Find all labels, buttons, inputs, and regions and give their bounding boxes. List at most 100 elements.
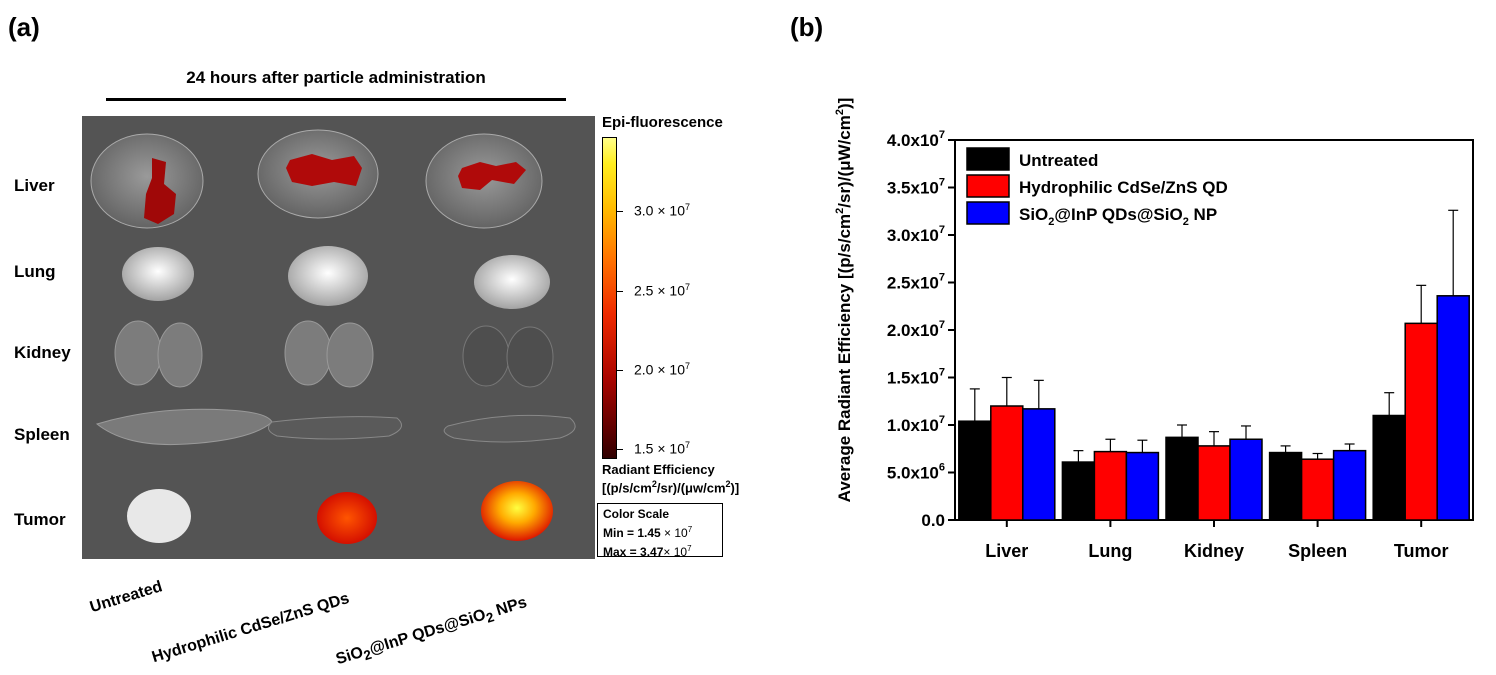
header-underline	[106, 98, 566, 101]
spleen-cdse	[267, 416, 402, 440]
colorbar-tick-mant: 2.0 × 10	[634, 361, 685, 378]
y-tick-label: 1.0x107	[887, 414, 945, 435]
y-tick-mant: 2.5x10	[887, 274, 939, 293]
y-tick-mant: 3.0x10	[887, 226, 939, 245]
y-tick-label: 1.5x107	[887, 367, 945, 388]
spleen-untreated	[95, 408, 273, 446]
group-label-untreated: Untreated	[88, 578, 165, 617]
lung-sio2	[474, 255, 550, 309]
x-tick-label: Tumor	[1394, 541, 1449, 561]
y-tick-mant: 5.0x10	[887, 464, 939, 483]
bar	[990, 405, 1024, 521]
y-tick-mant: 3.5x10	[887, 179, 939, 198]
bar	[1165, 436, 1199, 521]
bar-chart: 0.05.0x1061.0x1071.5x1072.0x1072.5x1073.…	[834, 98, 1474, 561]
colorbar-unit-sup2: 2	[725, 479, 731, 489]
bar	[1093, 450, 1128, 521]
bar	[1022, 408, 1056, 521]
legend-label-pre: Untreated	[1019, 151, 1098, 170]
group-label-sio2: SiO2@InP QDs@SiO2 NPs	[334, 594, 530, 671]
color-scale-max-mant: × 10	[663, 545, 688, 559]
colorbar-tick-label: 1.5 × 107	[634, 440, 690, 457]
y-tick-label: 0.0	[921, 511, 945, 530]
y-tick-label: 4.0x107	[887, 129, 945, 150]
bar	[1372, 414, 1406, 521]
kidney-sio2-right	[506, 326, 554, 388]
kidney-cdse-right	[326, 322, 374, 388]
color-scale-min: Min = 1.45 × 107	[603, 522, 717, 541]
y-axis-label-pre: Average Radiant Efficiency [(p/s/cm	[835, 214, 854, 502]
legend-swatch	[966, 174, 1010, 198]
bar	[1300, 458, 1335, 521]
colorbar-tick-mark	[616, 449, 623, 451]
tumor-untreated	[127, 489, 191, 543]
colorbar	[602, 137, 617, 459]
x-tick-label: Kidney	[1184, 541, 1244, 561]
legend-label-pre: SiO	[1019, 205, 1048, 224]
panel-a-header: 24 hours after particle administration	[186, 68, 486, 87]
colorbar-tick-exp: 7	[685, 202, 691, 213]
legend-label: SiO2@InP QDs@SiO2 NP	[1019, 205, 1217, 228]
legend-swatch	[966, 147, 1010, 171]
y-tick-label: 3.5x107	[887, 177, 945, 198]
tumor-cdse	[317, 492, 377, 544]
colorbar-tick-exp: 7	[685, 440, 691, 451]
group-label-sio2-post: NPs	[489, 593, 529, 621]
y-axis-label-sup2: 2	[834, 109, 846, 115]
kidney-cdse-left	[284, 320, 332, 386]
organ-image	[82, 116, 595, 559]
color-scale-min-mant: × 10	[660, 526, 688, 540]
y-tick-label: 5.0x106	[887, 462, 945, 483]
y-tick-mant: 0.0	[921, 511, 945, 530]
organ-label-spleen: Spleen	[14, 425, 70, 444]
y-tick-mant: 1.0x10	[887, 416, 939, 435]
liver-cdse-signal	[286, 154, 362, 186]
organ-label-kidney: Kidney	[14, 343, 71, 362]
bar	[1125, 451, 1160, 521]
bar	[1229, 438, 1263, 521]
colorbar-title: Epi-fluorescence	[602, 114, 723, 131]
colorbar-tick-mark	[616, 290, 623, 292]
spleen-sio2	[443, 414, 576, 443]
group-label-cdse-text: Hydrophilic CdSe/ZnS QDs	[150, 589, 352, 667]
colorbar-tick-exp: 7	[685, 281, 691, 292]
color-scale-box: Color Scale Min = 1.45 × 107 Max = 3.47×…	[597, 503, 723, 560]
organ-label-liver: Liver	[14, 176, 55, 195]
y-tick-mant: 4.0x10	[887, 131, 939, 150]
legend-label: Hydrophilic CdSe/ZnS QD	[1019, 178, 1228, 197]
colorbar-unit: [(p/s/cm2/sr)/(μw/cm2)]	[602, 479, 739, 495]
y-tick-exp: 7	[939, 224, 945, 236]
legend-label-post: NP	[1189, 205, 1217, 224]
organ-label-lung: Lung	[14, 262, 56, 281]
panel-b-label: (b)	[790, 12, 824, 42]
colorbar-tick-mant: 3.0 × 10	[634, 203, 685, 220]
bar	[1268, 451, 1303, 521]
y-tick-exp: 7	[939, 414, 945, 426]
color-scale-min-value: Min = 1.45	[603, 526, 661, 540]
bar	[1332, 449, 1367, 521]
organ-image-svg	[90, 129, 576, 544]
y-tick-mant: 2.0x10	[887, 321, 939, 340]
bar	[1061, 461, 1096, 521]
group-label-untreated-text: Untreated	[88, 578, 165, 617]
organ-label-tumor: Tumor	[14, 510, 66, 529]
legend-label: Untreated	[1019, 151, 1098, 170]
x-tick-label: Spleen	[1288, 541, 1347, 561]
group-label-sio2-mid: @InP QDs@SiO	[367, 606, 488, 659]
colorbar-unit-mid: /sr)/(μw/cm	[656, 480, 726, 496]
tumor-sio2	[481, 481, 553, 541]
colorbar-tick-mant: 1.5 × 10	[634, 440, 685, 457]
colorbar-tick-mark	[616, 369, 623, 371]
liver-sio2-signal	[458, 162, 526, 190]
color-scale-max: Max = 3.47× 107	[603, 541, 717, 560]
bar	[958, 420, 992, 521]
color-scale-title: Color Scale	[603, 507, 670, 521]
colorbar-tick-mant: 2.5 × 10	[634, 282, 685, 299]
y-tick-exp: 6	[939, 462, 945, 474]
color-scale-min-exp: 7	[687, 525, 693, 534]
kidney-sio2-left	[462, 325, 510, 387]
colorbar-tick-label: 2.0 × 107	[634, 361, 690, 378]
legend-swatch	[966, 201, 1010, 225]
legend-label-pre: Hydrophilic CdSe/ZnS QD	[1019, 178, 1228, 197]
lung-cdse	[288, 246, 368, 306]
